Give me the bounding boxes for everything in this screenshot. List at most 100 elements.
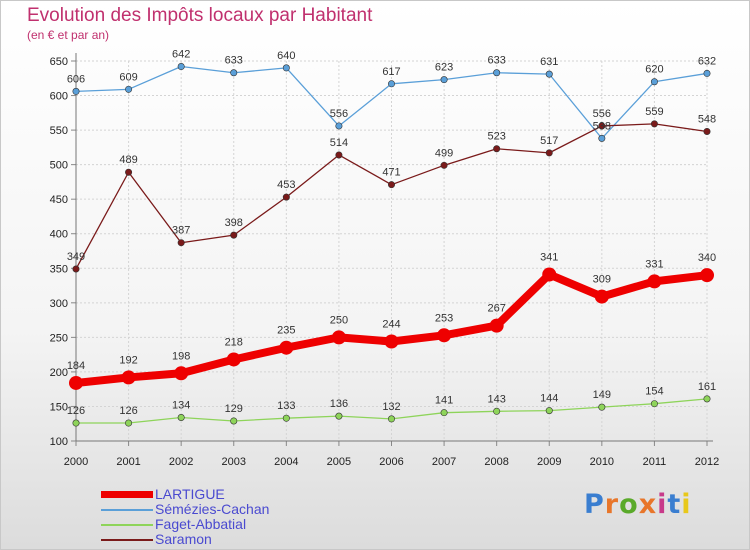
y-tick-label: 300 <box>50 298 68 310</box>
data-point <box>493 407 501 415</box>
legend-item: Saramon <box>101 531 401 547</box>
data-label: 267 <box>487 303 505 315</box>
data-point <box>650 120 658 128</box>
data-point <box>125 85 133 93</box>
y-tick-label: 350 <box>50 263 68 275</box>
data-label: 631 <box>540 56 558 68</box>
data-point <box>72 419 80 427</box>
data-label: 235 <box>277 325 295 337</box>
legend-swatch <box>101 524 153 526</box>
data-label: 642 <box>172 49 190 61</box>
data-label: 398 <box>225 217 243 229</box>
x-tick-label: 2009 <box>537 456 561 468</box>
x-tick-label: 2000 <box>64 456 88 468</box>
data-label: 514 <box>330 137 348 149</box>
data-point <box>437 328 452 343</box>
data-point <box>72 265 80 273</box>
data-label: 387 <box>172 225 190 237</box>
data-point <box>384 334 399 349</box>
data-point <box>703 127 711 135</box>
data-point <box>440 161 448 169</box>
data-point <box>493 145 501 153</box>
data-label: 559 <box>645 106 663 118</box>
data-point <box>125 419 133 427</box>
data-point <box>177 63 185 71</box>
y-tick-label: 250 <box>50 332 68 344</box>
data-point <box>282 64 290 72</box>
data-label: 192 <box>119 354 137 366</box>
data-label: 633 <box>487 55 505 67</box>
data-point <box>703 69 711 77</box>
legend-label: LARTIGUE <box>155 486 225 502</box>
data-point <box>335 151 343 159</box>
data-point <box>598 403 606 411</box>
data-point <box>335 412 343 420</box>
data-label: 253 <box>435 312 453 324</box>
data-point <box>177 239 185 247</box>
y-tick-label: 200 <box>50 367 68 379</box>
data-point <box>226 352 241 367</box>
data-point <box>545 407 553 415</box>
chart-subtitle: (en € et par an) <box>27 28 110 42</box>
data-label: 517 <box>540 135 558 147</box>
data-label: 218 <box>225 336 243 348</box>
x-tick-label: 2011 <box>643 456 667 468</box>
data-point <box>387 181 395 189</box>
data-label: 349 <box>67 251 85 263</box>
y-tick-label: 550 <box>50 125 68 137</box>
legend-label: Saramon <box>155 531 212 547</box>
y-tick-label: 600 <box>50 91 68 103</box>
data-label: 556 <box>330 108 348 120</box>
data-label: 126 <box>67 405 85 417</box>
data-label: 309 <box>593 274 611 286</box>
data-point <box>72 87 80 95</box>
data-point <box>177 414 185 422</box>
data-label: 161 <box>698 381 716 393</box>
data-label: 331 <box>645 258 663 270</box>
data-point <box>121 370 136 385</box>
data-point <box>282 193 290 201</box>
data-label: 617 <box>382 66 400 78</box>
data-label: 548 <box>698 113 716 125</box>
proxiti-logo: Proxiti <box>584 489 692 520</box>
chart-legend: LARTIGUE Sémézies-Cachan Faget-Abbatial Sar… <box>101 486 401 547</box>
data-label: 134 <box>172 400 190 412</box>
y-tick-label: 100 <box>50 436 68 448</box>
chart-title: Evolution des Impôts locaux par Habitant <box>27 5 373 26</box>
data-label: 633 <box>225 55 243 67</box>
data-point <box>279 340 294 355</box>
data-label: 341 <box>540 251 558 263</box>
data-label: 620 <box>645 64 663 76</box>
data-point <box>440 409 448 417</box>
data-label: 489 <box>119 154 137 166</box>
data-label: 136 <box>330 398 348 410</box>
data-label: 250 <box>330 314 348 326</box>
data-label: 143 <box>487 393 505 405</box>
x-tick-label: 2010 <box>590 456 614 468</box>
data-label: 523 <box>487 131 505 143</box>
data-point <box>282 414 290 422</box>
legend-item: LARTIGUE <box>101 486 401 502</box>
x-tick-label: 2006 <box>379 456 403 468</box>
data-point <box>230 69 238 77</box>
x-tick-label: 2012 <box>695 456 719 468</box>
data-point <box>700 268 714 283</box>
data-label: 141 <box>435 395 453 407</box>
data-point <box>69 375 83 390</box>
data-label: 198 <box>172 350 190 362</box>
data-label: 149 <box>593 389 611 401</box>
data-label: 144 <box>540 393 558 405</box>
y-tick-label: 400 <box>50 229 68 241</box>
data-point <box>440 76 448 84</box>
data-point <box>125 168 133 176</box>
data-label: 453 <box>277 179 295 191</box>
data-point <box>542 267 557 282</box>
data-label: 471 <box>382 167 400 179</box>
x-tick-label: 2003 <box>222 456 246 468</box>
data-label: 556 <box>593 108 611 120</box>
legend-label: Faget-Abbatial <box>155 516 247 532</box>
legend-label: Sémézies-Cachan <box>155 501 270 517</box>
data-label: 340 <box>698 252 716 264</box>
